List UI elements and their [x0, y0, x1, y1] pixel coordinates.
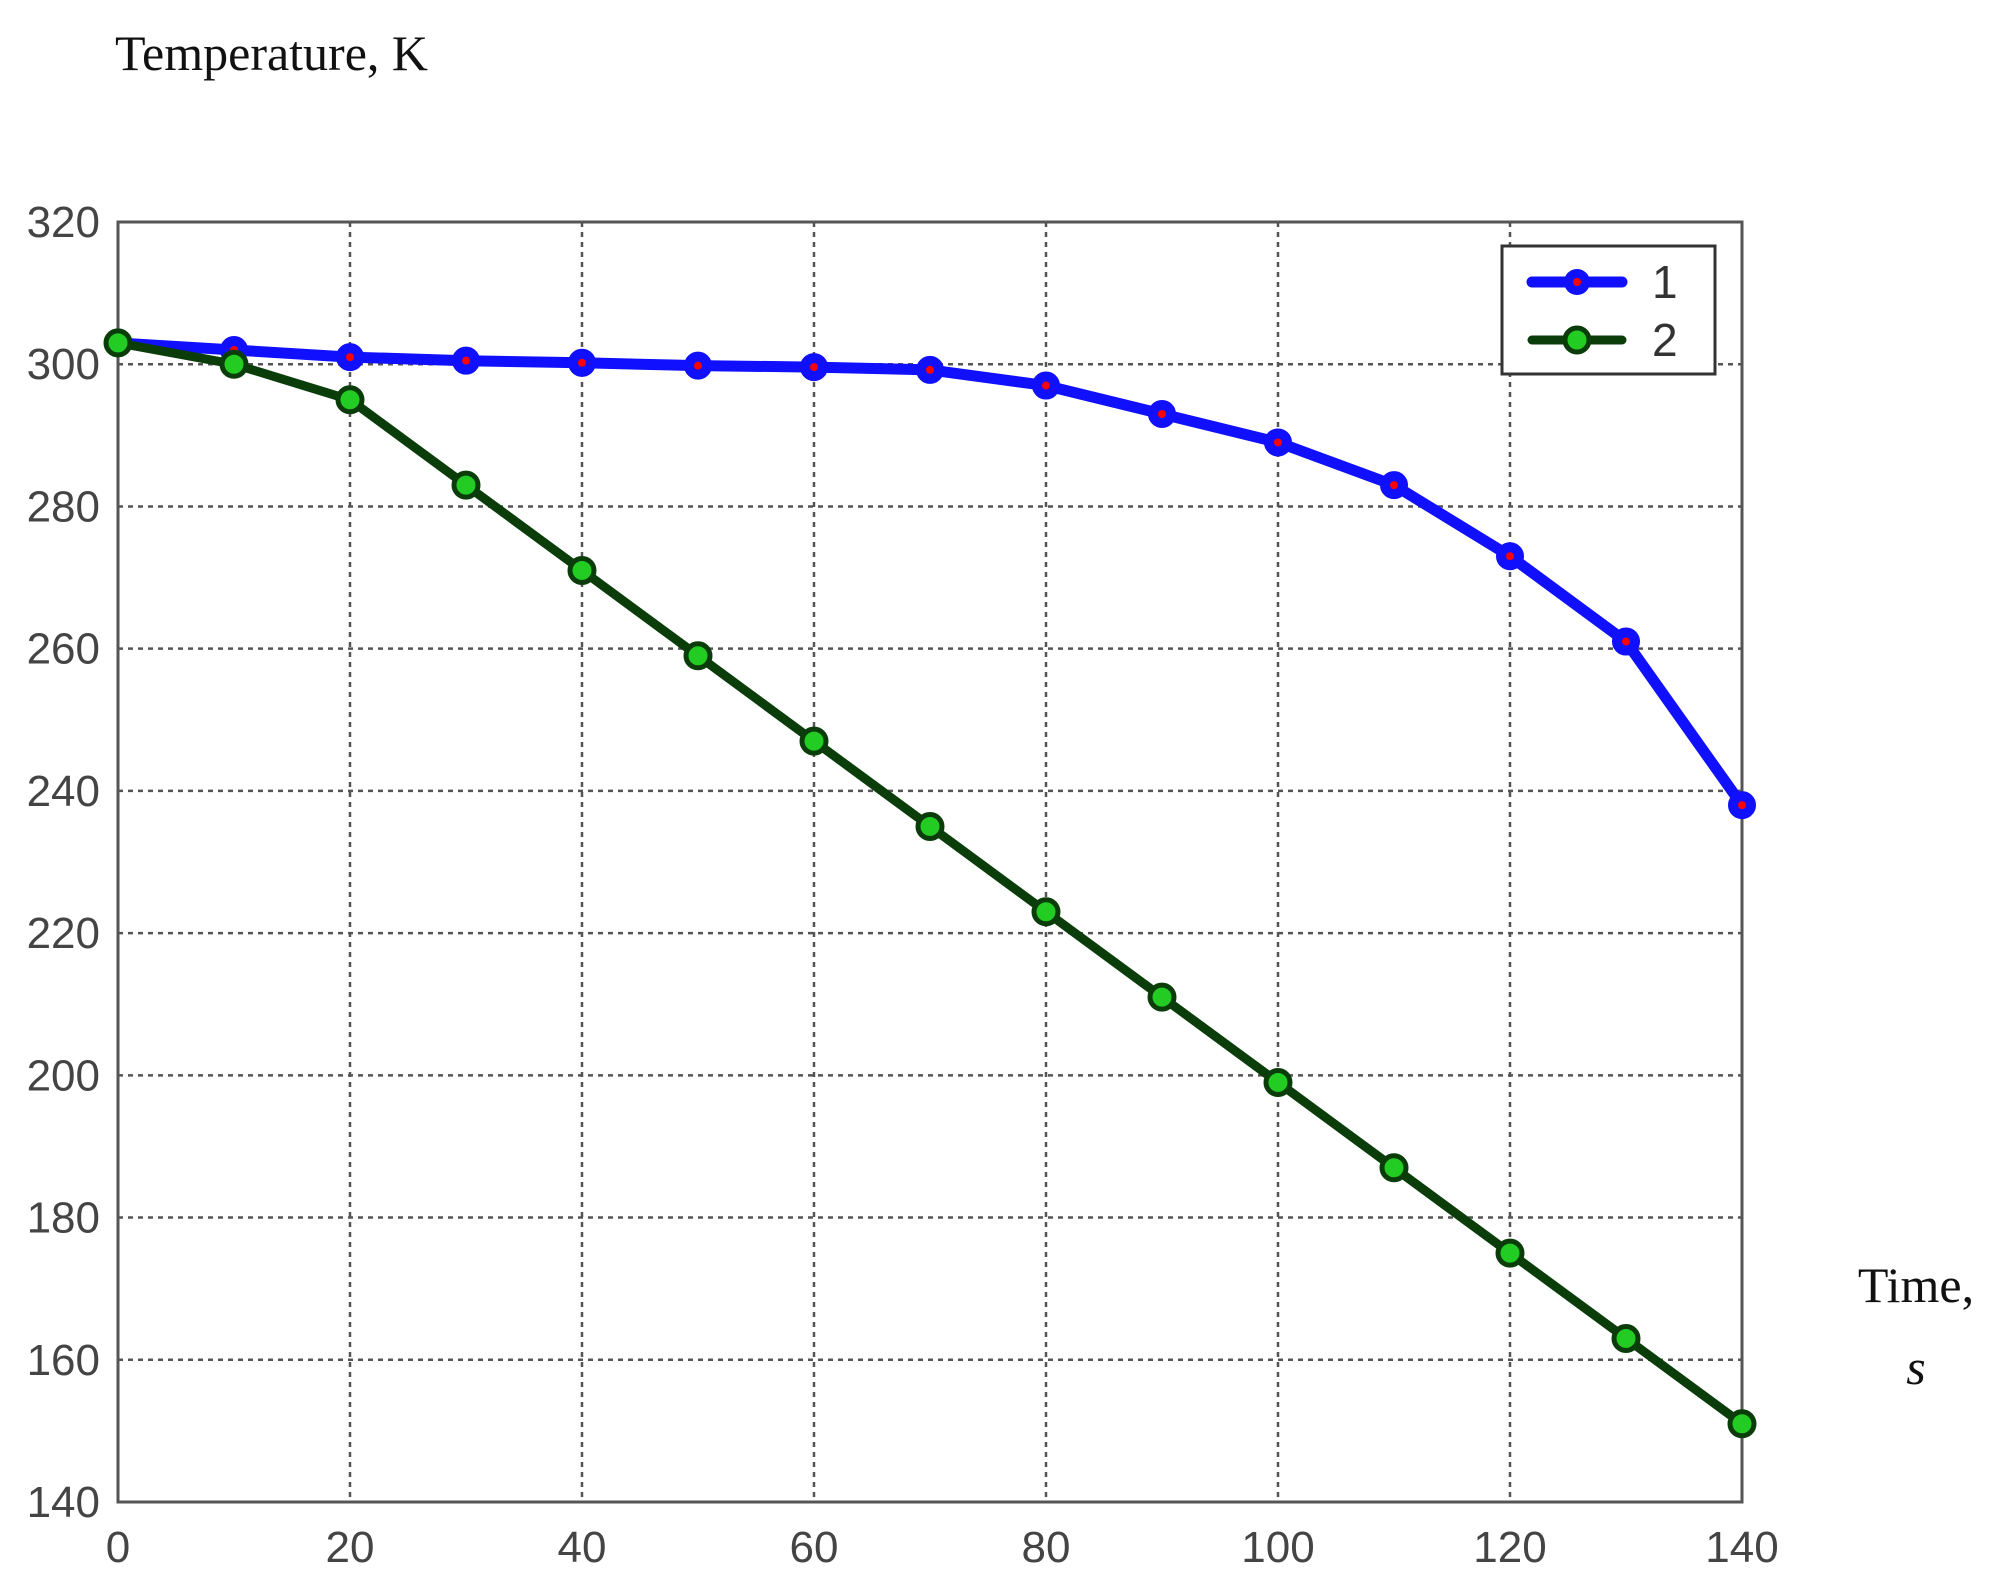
- data-point-center: [926, 365, 934, 374]
- y-tick-label: 260: [27, 625, 100, 674]
- x-tick-label: 140: [1705, 1523, 1778, 1572]
- data-point-center: [1622, 637, 1630, 646]
- x-tick-label: 40: [558, 1523, 607, 1572]
- data-point-center: [346, 353, 354, 362]
- data-point-center: [1274, 438, 1282, 447]
- x-axis-title-line1: Time,: [1858, 1257, 1974, 1313]
- x-axis-ticks: 0 20 40 60 80 100 120 140: [106, 1523, 1779, 1572]
- data-point-center: [1738, 801, 1746, 810]
- legend-marker: [1562, 325, 1592, 355]
- legend-marker-center: [1573, 278, 1581, 286]
- legend-box: [1500, 244, 1717, 376]
- x-tick-label: 120: [1473, 1523, 1546, 1572]
- y-tick-label: 160: [27, 1336, 100, 1385]
- y-tick-label: 220: [27, 909, 100, 958]
- data-point-center: [1158, 410, 1166, 418]
- data-point: [1495, 1238, 1525, 1268]
- x-axis-title-line2: s: [1906, 1339, 1925, 1395]
- data-point: [335, 385, 365, 415]
- y-tick-label: 280: [27, 482, 100, 531]
- series-2: [103, 328, 1757, 1439]
- data-point: [915, 811, 945, 841]
- data-series: [103, 328, 1757, 1439]
- data-point-center: [1042, 381, 1050, 390]
- legend-entry-1: 1: [1526, 256, 1678, 308]
- data-point-center: [578, 358, 586, 367]
- data-point-center: [810, 363, 818, 372]
- x-tick-label: 60: [790, 1523, 839, 1572]
- grid-lines: [118, 222, 1742, 1502]
- y-axis-title: Temperature, K: [115, 25, 428, 81]
- data-point-center: [1390, 481, 1398, 490]
- data-point: [1379, 1153, 1409, 1183]
- data-point: [103, 328, 133, 358]
- y-tick-label: 180: [27, 1194, 100, 1243]
- data-point: [799, 726, 829, 756]
- data-point: [1147, 982, 1177, 1012]
- x-tick-label: 80: [1022, 1523, 1071, 1572]
- legend-entries: 12: [1526, 256, 1678, 366]
- y-tick-label: 300: [27, 340, 100, 389]
- data-point: [1611, 1323, 1641, 1353]
- legend-entry-2: 2: [1527, 314, 1678, 366]
- x-tick-label: 100: [1241, 1523, 1314, 1572]
- data-point: [1727, 1409, 1757, 1439]
- y-tick-label: 140: [27, 1478, 100, 1527]
- data-point: [567, 555, 597, 585]
- data-point-center: [462, 356, 470, 365]
- data-point: [1263, 1067, 1293, 1097]
- y-tick-label: 200: [27, 1051, 100, 1100]
- data-point: [683, 641, 713, 671]
- x-tick-label: 0: [106, 1523, 130, 1572]
- y-tick-label: 320: [27, 198, 100, 247]
- y-axis-ticks: 140 160 180 200 220 240 260 280 300 320: [27, 198, 100, 1527]
- x-tick-label: 20: [326, 1523, 375, 1572]
- legend: 12: [1500, 244, 1717, 376]
- y-tick-label: 240: [27, 767, 100, 816]
- legend-label: 1: [1652, 256, 1678, 308]
- data-point: [451, 470, 481, 500]
- data-point: [219, 349, 249, 379]
- legend-label: 2: [1652, 314, 1678, 366]
- data-point: [1031, 897, 1061, 927]
- data-point-center: [694, 361, 702, 370]
- data-point-center: [1506, 552, 1514, 561]
- plot-area: [116, 220, 1744, 1504]
